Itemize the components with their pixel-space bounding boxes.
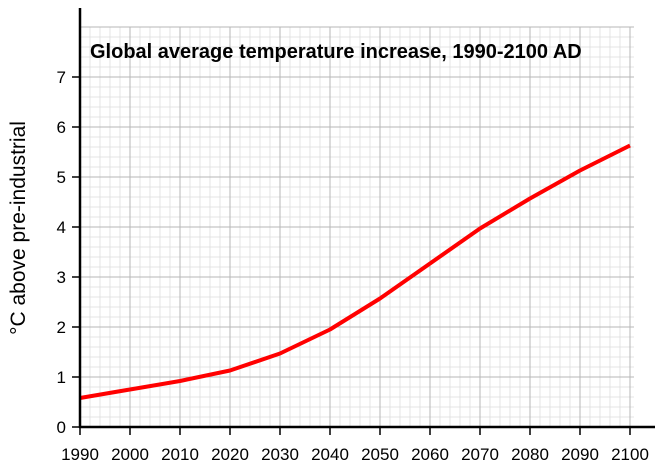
x-tick-label: 2100 xyxy=(611,445,649,464)
x-tick-label: 2090 xyxy=(561,445,599,464)
series-line xyxy=(80,146,630,399)
x-tick-label: 2080 xyxy=(511,445,549,464)
y-tick-label: 1 xyxy=(57,368,66,387)
y-tick-label: 2 xyxy=(57,318,66,337)
y-tick-label: 0 xyxy=(57,418,66,437)
axes xyxy=(79,8,655,428)
x-tick-label: 2000 xyxy=(111,445,149,464)
x-tick-label: 2030 xyxy=(261,445,299,464)
y-tick-label: 3 xyxy=(57,268,66,287)
x-tick-label: 2040 xyxy=(311,445,349,464)
y-tick-label: 4 xyxy=(57,218,66,237)
y-tick-label: 7 xyxy=(57,68,66,87)
x-tick-label: 2050 xyxy=(361,445,399,464)
x-tick-label: 2060 xyxy=(411,445,449,464)
chart: 1990 2000 2010 2020 2030 2040 2050 2060 2070 2080… xyxy=(0,0,668,472)
x-tick-label: 1990 xyxy=(61,445,99,464)
x-tick-label: 2070 xyxy=(461,445,499,464)
x-tick-label: 2020 xyxy=(211,445,249,464)
x-tick-label: 2010 xyxy=(161,445,199,464)
y-tick-label: 6 xyxy=(57,118,66,137)
chart-title: Global average temperature increase, 199… xyxy=(90,41,582,63)
series-layer xyxy=(80,146,630,399)
y-axis-label: °C above pre-industrial xyxy=(7,121,30,335)
y-tick-label: 5 xyxy=(57,168,66,187)
